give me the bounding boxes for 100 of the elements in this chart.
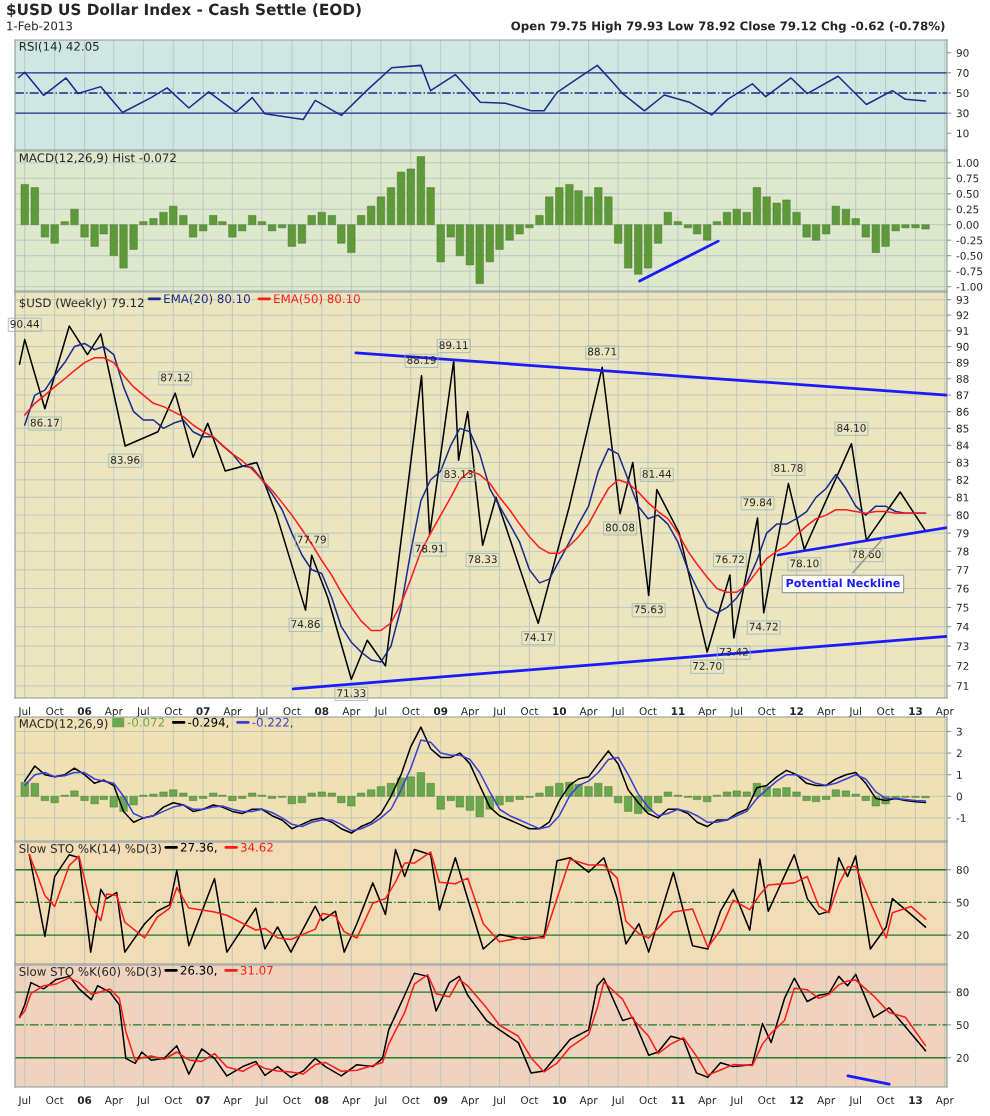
x-tick-label: Jul — [848, 1096, 861, 1107]
x-tick-label: 09 — [433, 707, 448, 716]
y-tick-label: 85 — [956, 424, 969, 433]
x-tick-label: Apr — [461, 1096, 479, 1107]
y-tick-label: 0 — [956, 792, 962, 801]
bar — [387, 187, 395, 225]
legend-label: 31.07 — [240, 965, 273, 975]
x-tick-label: Jul — [374, 1096, 387, 1107]
x-tick-label: Jul — [611, 707, 624, 718]
x-tick-label: Oct — [521, 1096, 539, 1105]
y-tick-label: 90 — [956, 48, 969, 57]
legend-label: -0.222, — [252, 717, 293, 728]
chart-title: Slow STO %K(14) %D(3) — [19, 843, 161, 855]
y-tick-label: 92 — [956, 311, 969, 320]
annotation: 74.72 — [749, 622, 778, 631]
y-tick-label: 86 — [956, 407, 969, 416]
y-tick-label: 50 — [956, 89, 969, 98]
x-tick-label: 06 — [77, 707, 92, 716]
text: 1-Feb-2013 — [7, 21, 72, 31]
y-tick-label: 3 — [956, 727, 962, 736]
x-tick-label: 06 — [77, 1096, 92, 1105]
annotation: 75.63 — [634, 605, 663, 614]
y-tick-label: 2 — [956, 749, 962, 758]
x-tick-label: Jul — [611, 1096, 624, 1107]
annotation: 81.78 — [774, 464, 803, 472]
y-tick-label: 20 — [956, 931, 969, 940]
x-tick-label: Oct — [283, 1096, 301, 1105]
x-tick-label: 12 — [790, 707, 803, 715]
x-tick-label: Jul — [136, 707, 149, 718]
y-tick-label: 0.50 — [956, 189, 979, 198]
x-tick-label: Apr — [935, 707, 954, 718]
y-tick-label: 80 — [956, 511, 969, 520]
x-tick-label: Oct — [877, 1096, 895, 1105]
x-tick-label: Oct — [402, 1096, 420, 1105]
annotation: 78.33 — [468, 555, 497, 564]
y-tick-label: 88 — [956, 374, 969, 383]
annotation: 84.10 — [837, 423, 866, 432]
x-tick-label: 10 — [553, 1096, 567, 1105]
annotation: 74.17 — [524, 633, 553, 641]
x-tick-label: Apr — [935, 1096, 954, 1107]
y-tick-label: 77 — [956, 566, 969, 574]
x-tick-label: Apr — [579, 1096, 598, 1107]
x-tick-label: Apr — [698, 707, 717, 718]
y-tick-label: -0.50 — [956, 251, 983, 260]
annotation: 88.71 — [588, 347, 617, 356]
x-tick-label: Oct — [521, 707, 539, 716]
chart-title: Slow STO %K(60) %D(3) — [19, 966, 161, 978]
y-tick-label: -0.75 — [956, 267, 983, 276]
x-tick-label: Oct — [639, 707, 657, 716]
y-tick-label: 30 — [956, 109, 969, 118]
x-tick-label: 11 — [671, 1096, 685, 1104]
annotation: 81.44 — [642, 469, 672, 478]
annotation: 79.84 — [743, 498, 772, 507]
bar — [673, 221, 682, 225]
y-tick-label: 10 — [957, 129, 969, 138]
annotation: 71.33 — [337, 689, 366, 698]
y-tick-label: 82 — [956, 476, 969, 484]
x-tick-label: Jul — [729, 1096, 743, 1107]
annotation: Potential Neckline — [786, 578, 900, 588]
y-tick-label: 50 — [956, 898, 969, 907]
y-tick-label: 80 — [956, 865, 969, 874]
y-tick-label: 75 — [956, 603, 969, 612]
legend-label: -0.072 — [127, 717, 164, 727]
x-tick-label: Apr — [342, 1096, 361, 1107]
x-tick-label: Apr — [579, 707, 598, 718]
legend-label: 34.62 — [240, 842, 273, 852]
legend-label: 27.36, — [180, 842, 217, 853]
x-tick-label: 12 — [790, 1096, 803, 1104]
y-tick-label: 87 — [956, 391, 969, 400]
y-tick-label: 0.25 — [956, 205, 979, 214]
y-tick-label: 72 — [956, 662, 969, 670]
x-tick-label: Oct — [402, 707, 420, 716]
x-tick-label: Oct — [877, 707, 895, 716]
y-tick-label: 90 — [956, 342, 969, 351]
chart-title: MACD(12,26,9) — [19, 718, 108, 730]
x-tick-label: Apr — [461, 707, 479, 718]
y-tick-label: 91 — [956, 327, 969, 335]
x-tick-label: Oct — [164, 707, 183, 716]
x-tick-label: Jul — [255, 707, 268, 718]
annotation: 87.12 — [161, 373, 190, 382]
y-tick-label: 84 — [956, 441, 969, 450]
x-tick-label: Oct — [46, 707, 64, 716]
x-tick-label: Apr — [342, 707, 361, 718]
x-tick-label: Apr — [817, 1096, 836, 1107]
x-tick-label: Apr — [698, 1096, 717, 1107]
legend-label: EMA(20) 80.10 — [164, 294, 250, 305]
annotation: 74.86 — [291, 620, 320, 628]
annotation: 72.70 — [693, 661, 722, 670]
x-tick-label: Jul — [492, 1096, 505, 1107]
x-tick-label: 13 — [909, 707, 922, 716]
annotation: 78.60 — [852, 550, 881, 559]
legend-label: 26.30, — [180, 965, 217, 976]
y-tick-label: 70 — [956, 69, 969, 77]
x-tick-label: Jul — [492, 707, 505, 718]
y-tick-label: 1 — [957, 771, 962, 779]
x-tick-label: Apr — [104, 707, 123, 718]
y-tick-label: 20 — [956, 1053, 969, 1062]
x-tick-label: Jul — [255, 1096, 268, 1107]
x-tick-label: Jul — [848, 707, 861, 718]
chart-title: $USD (Weekly) 79.12 — [19, 298, 144, 310]
